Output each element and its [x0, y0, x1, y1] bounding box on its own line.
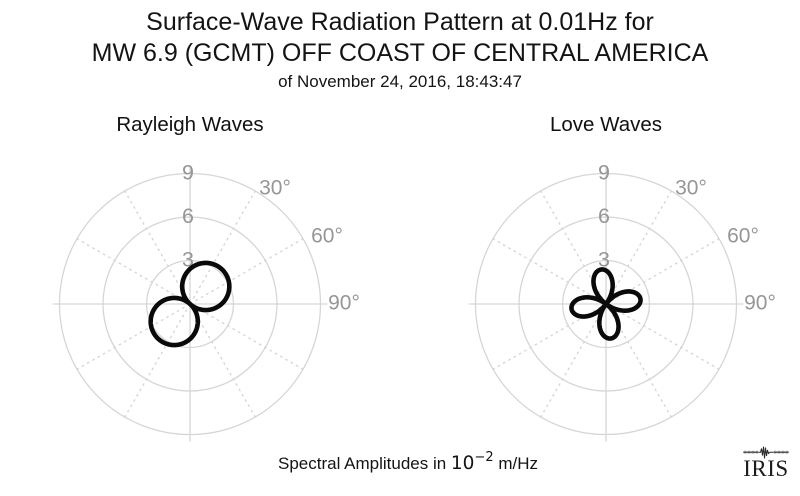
radius-label-9: 9 — [598, 161, 610, 185]
angle-label-90: 90° — [328, 292, 360, 315]
seismogram-icon — [743, 446, 789, 459]
iris-logo: IRIS — [741, 446, 791, 481]
caption-exponent: −2 — [474, 450, 494, 465]
radiation-pattern-curve — [148, 260, 232, 348]
spoke-line-150 — [608, 309, 672, 418]
spoke-line-120 — [611, 306, 720, 370]
spoke-line-240 — [492, 306, 601, 370]
figure-title: Surface-Wave Radiation Pattern at 0.01Hz… — [0, 6, 800, 94]
spoke-line-150 — [192, 309, 256, 418]
radius-label-6: 6 — [598, 204, 610, 228]
spoke-line-330 — [540, 190, 604, 299]
spoke-line-30 — [608, 190, 672, 299]
iris-logo-text: IRIS — [743, 456, 789, 481]
angle-label-60: 60° — [727, 225, 759, 248]
angle-label-60: 60° — [311, 225, 343, 248]
caption-prefix: Spectral Amplitudes in — [277, 454, 451, 474]
radius-label-9: 9 — [182, 161, 194, 185]
angle-label-30: 30° — [259, 177, 291, 200]
caption-suffix: m/Hz — [493, 454, 539, 474]
spoke-line-30 — [192, 190, 256, 299]
spoke-line-120 — [195, 306, 304, 370]
love-polar-plot: 3 6 9 30° 60° 90° — [468, 161, 776, 442]
figure-title-line-1: Surface-Wave Radiation Pattern at 0.01Hz… — [146, 8, 654, 36]
spoke-line-60 — [195, 238, 304, 302]
radius-label-3: 3 — [598, 248, 610, 272]
love-plot-title: Love Waves — [549, 113, 663, 136]
spoke-line-240 — [76, 306, 185, 370]
spoke-line-300 — [76, 238, 185, 302]
spoke-line-330 — [124, 190, 188, 299]
caption-mantissa: 10 — [450, 453, 475, 475]
radiation-pattern-curve — [569, 267, 643, 341]
rayleigh-plot-title: Rayleigh Waves — [116, 113, 264, 136]
angle-label-90: 90° — [744, 292, 776, 315]
figure-title-line-2: MW 6.9 (GCMT) OFF COAST OF CENTRAL AMERI… — [91, 39, 709, 67]
figure-title-line-3: of November 24, 2016, 18:43:47 — [278, 72, 522, 91]
spoke-line-210 — [540, 309, 604, 418]
radius-label-6: 6 — [182, 204, 194, 228]
spoke-line-60 — [611, 238, 720, 302]
angle-label-30: 30° — [675, 177, 707, 200]
amplitude-caption: Spectral Amplitudes in 10−2 m/Hz — [0, 450, 800, 475]
spoke-line-300 — [492, 238, 601, 302]
spoke-line-210 — [124, 309, 188, 418]
